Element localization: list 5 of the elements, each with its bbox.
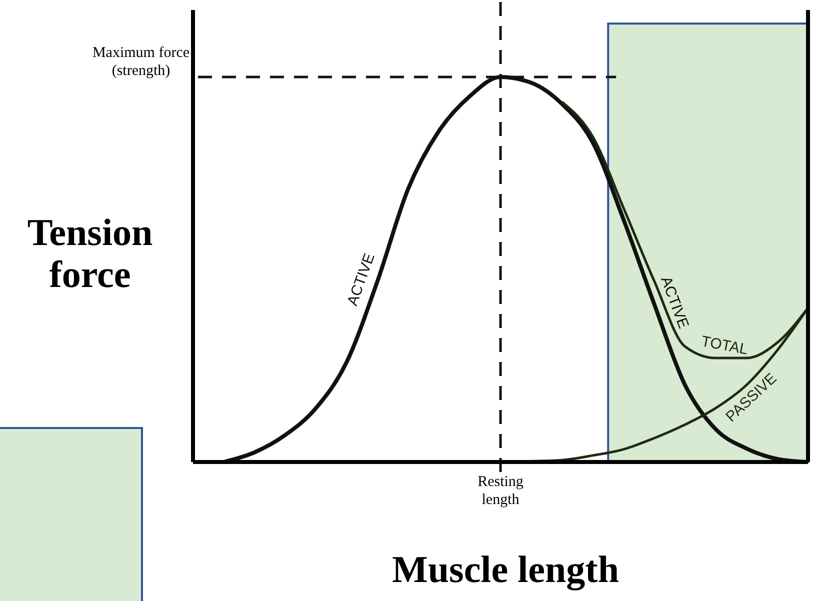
text: TOTAL — [700, 332, 750, 358]
text: Maximum force (strength) — [92, 44, 190, 79]
x-axis-title: Muscle length — [392, 549, 619, 591]
text: Resting length — [478, 474, 524, 508]
y-axis-title: Tension force — [27, 212, 153, 296]
